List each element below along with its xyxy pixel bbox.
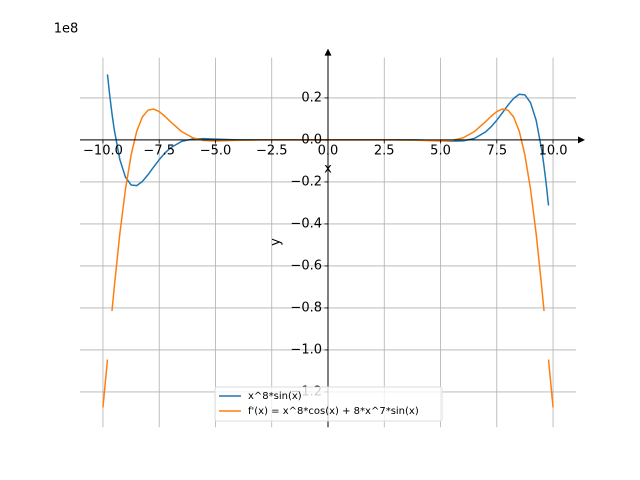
y-tick-label: −0.6 [290, 258, 322, 273]
axes: −10.0 −7.5 −5.0 −2.5 0.0 2.5 5.0 7.5 10.00.20.0−… [80, 48, 585, 428]
x-tick-label: 10.0 [539, 143, 568, 158]
y-tick-label: 0.2 [301, 90, 322, 105]
x-tick-label: −5.0 [200, 143, 232, 158]
y-tick-label: −0.8 [290, 300, 322, 315]
x-tick-label: −10.0 [83, 143, 123, 158]
y-tick-label: −0.4 [290, 216, 322, 231]
offset-label: 1e8 [54, 22, 79, 37]
series-line [102, 359, 109, 408]
y-tick-label: −0.2 [290, 174, 322, 189]
x-axis-arrow [578, 136, 585, 144]
legend: x^8*sin(x) f'(x) = x^8*cos(x) + 8*x^7*sin… [214, 386, 443, 422]
legend-label: f'(x) = x^8*cos(x) + 8*x^7*sin(x) [248, 406, 419, 417]
legend-label: x^8*sin(x) [248, 391, 302, 402]
x-tick-label: −7.5 [143, 143, 175, 158]
legend-box [214, 386, 443, 422]
y-tick-label: −1.0 [290, 342, 322, 357]
x-tick-label: 2.5 [374, 143, 395, 158]
x-tick-label: 5.0 [430, 143, 451, 158]
series-line [547, 359, 554, 408]
y-axis-arrow [324, 48, 332, 56]
x-tick-label: 7.5 [486, 143, 507, 158]
x-axis-label: x [324, 162, 332, 177]
x-tick-label: −2.5 [256, 143, 288, 158]
y-axis-label: y [269, 238, 284, 246]
